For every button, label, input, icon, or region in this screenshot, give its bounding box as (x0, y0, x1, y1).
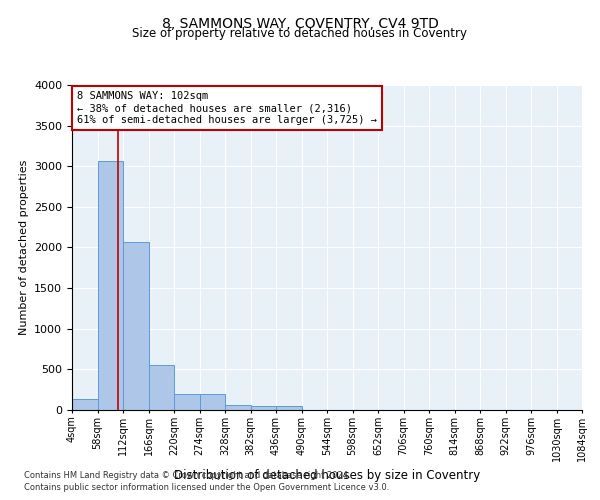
Y-axis label: Number of detached properties: Number of detached properties (19, 160, 29, 335)
Bar (174, 394, 199, 410)
Text: Size of property relative to detached houses in Coventry: Size of property relative to detached ho… (133, 28, 467, 40)
Bar (149, 364, 174, 410)
Bar (251, 406, 276, 410)
Bar (72, 400, 97, 410)
Text: 8 SAMMONS WAY: 102sqm
← 38% of detached houses are smaller (2,316)
61% of semi-d: 8 SAMMONS WAY: 102sqm ← 38% of detached … (77, 92, 377, 124)
Bar (123, 242, 149, 410)
Bar (200, 394, 225, 410)
Bar (97, 162, 123, 410)
X-axis label: Distribution of detached houses by size in Coventry: Distribution of detached houses by size … (174, 469, 480, 482)
Text: Contains public sector information licensed under the Open Government Licence v3: Contains public sector information licen… (24, 484, 389, 492)
Text: 8, SAMMONS WAY, COVENTRY, CV4 9TD: 8, SAMMONS WAY, COVENTRY, CV4 9TD (161, 18, 439, 32)
Text: Contains HM Land Registry data © Crown copyright and database right 2024.: Contains HM Land Registry data © Crown c… (24, 471, 350, 480)
Bar (225, 404, 251, 410)
Bar (276, 406, 302, 410)
